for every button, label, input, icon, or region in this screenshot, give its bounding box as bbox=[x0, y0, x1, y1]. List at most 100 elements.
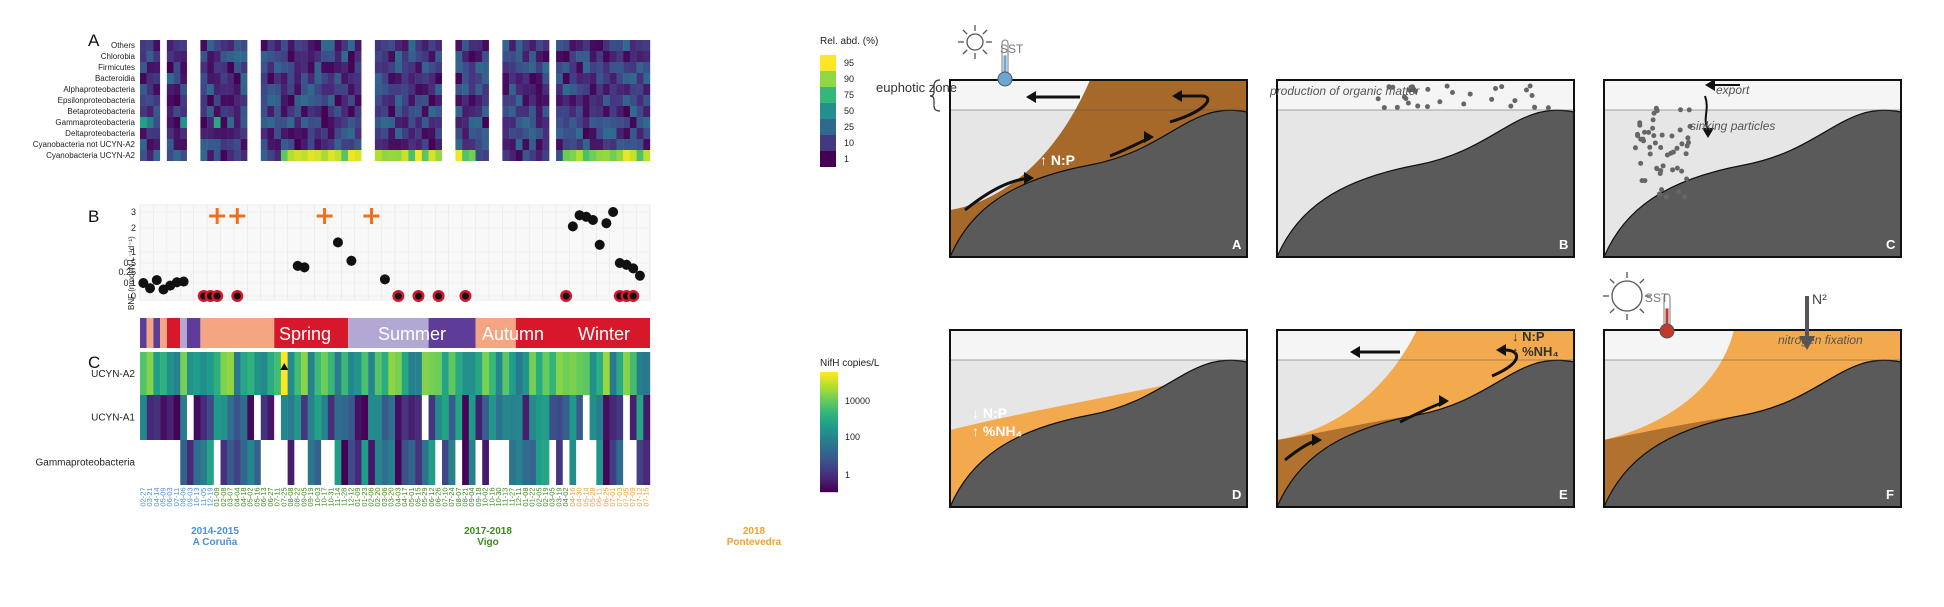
heatmap-a-cell bbox=[314, 150, 322, 161]
heatmap-a-cell bbox=[180, 40, 188, 51]
heatmap-c-cell bbox=[549, 395, 557, 440]
heatmap-a-cell bbox=[636, 40, 644, 51]
heatmap-a-cell bbox=[173, 117, 181, 128]
heatmap-a-cell bbox=[421, 150, 429, 161]
bnf-tick-label: 0 bbox=[131, 291, 136, 301]
heatmap-a-cell bbox=[395, 95, 402, 106]
heatmap-a-cell bbox=[368, 106, 376, 117]
heatmap-a-cell bbox=[381, 84, 389, 95]
heatmap-a-cell bbox=[441, 106, 449, 117]
heatmap-a-cell bbox=[233, 40, 241, 51]
heatmap-c-cell bbox=[274, 352, 282, 396]
heatmap-a-cell bbox=[348, 150, 355, 161]
heatmap-a-cell bbox=[240, 139, 248, 150]
organic-particle bbox=[1508, 103, 1514, 109]
heatmap-a-cell bbox=[556, 95, 563, 106]
legend-c-gradient-step bbox=[820, 484, 838, 487]
heatmap-a-cell bbox=[569, 40, 577, 51]
heatmap-c-cell bbox=[160, 395, 168, 440]
heatmap-a-cell bbox=[374, 84, 382, 95]
date-label: 02-19 bbox=[541, 487, 550, 506]
nh4-up-label-e: ↑ %NH₄ bbox=[1512, 344, 1559, 359]
heatmap-a-cell bbox=[267, 150, 275, 161]
heatmap-a-cell bbox=[213, 128, 221, 139]
diagram-panel-label: C bbox=[1886, 237, 1896, 252]
heatmap-a-cell bbox=[448, 40, 456, 51]
heatmap-a-cell bbox=[207, 95, 215, 106]
heatmap-a-cell bbox=[233, 117, 241, 128]
legend-c-gradient-step bbox=[820, 468, 838, 471]
heatmap-c-cell bbox=[475, 395, 483, 440]
date-label: 06-13 bbox=[259, 487, 268, 506]
nh4-up-label-d: ↑ %NH₄ bbox=[972, 423, 1022, 439]
heatmap-a-cell bbox=[556, 73, 563, 84]
heatmap-c-cell bbox=[368, 395, 376, 440]
heatmap-a-cell bbox=[247, 51, 255, 62]
heatmap-a-cell bbox=[274, 150, 282, 161]
heatmap-a-cell bbox=[408, 84, 416, 95]
heatmap-c-cell bbox=[462, 395, 470, 440]
panel-border bbox=[1603, 329, 1902, 508]
heatmap-c-cell bbox=[160, 440, 168, 485]
sun-ray bbox=[1639, 278, 1645, 284]
heatmap-c-cell bbox=[623, 440, 631, 485]
legend-a-tick: 50 bbox=[844, 106, 854, 116]
legend-c-gradient-step bbox=[820, 372, 838, 375]
heatmap-c-cell bbox=[522, 440, 530, 485]
heatmap-c-cell bbox=[468, 440, 476, 485]
arrow-sinking bbox=[1704, 95, 1709, 131]
heatmap-c-cell bbox=[482, 395, 490, 440]
heatmap-a-cell bbox=[314, 51, 322, 62]
heatmap-a-cell bbox=[636, 128, 644, 139]
heatmap-a-cell bbox=[193, 139, 201, 150]
heatmap-a-cell bbox=[495, 139, 503, 150]
heatmap-a-cell bbox=[166, 128, 174, 139]
season-segment bbox=[274, 318, 349, 348]
heatmap-a-cell bbox=[556, 117, 563, 128]
heatmap-a-cell bbox=[267, 40, 275, 51]
sinking-particle bbox=[1686, 107, 1692, 113]
heatmap-c-cell bbox=[260, 352, 268, 396]
heatmap-a-cell bbox=[589, 40, 597, 51]
heatmap-a-cell bbox=[582, 40, 590, 51]
heatmap-a-cell bbox=[240, 150, 248, 161]
heatmap-a-cell bbox=[415, 150, 423, 161]
heatmap-a-cell bbox=[502, 84, 510, 95]
heatmap-a-cell bbox=[415, 51, 423, 62]
heatmap-a-cell bbox=[488, 51, 496, 62]
heatmap-a-cell bbox=[274, 139, 282, 150]
heatmap-c-cell bbox=[348, 352, 355, 396]
date-label: 05-09 bbox=[158, 487, 167, 506]
heatmap-a-cell bbox=[260, 73, 268, 84]
date-label: 05-14 bbox=[581, 487, 590, 506]
heatmap-a-cell bbox=[227, 139, 235, 150]
heatmap-a-cell bbox=[348, 84, 355, 95]
heatmap-a-cell bbox=[294, 73, 302, 84]
heatmap-a-cell bbox=[562, 95, 570, 106]
heatmap-a-cell bbox=[287, 51, 295, 62]
arrow-head bbox=[1439, 395, 1449, 407]
heatmap-a-cell bbox=[556, 128, 563, 139]
heatmap-a-cell bbox=[408, 139, 416, 150]
heatmap-a-cell bbox=[515, 106, 523, 117]
organic-particle bbox=[1424, 104, 1430, 110]
heatmap-a-cell bbox=[146, 84, 154, 95]
heatmap-a-cell bbox=[354, 117, 362, 128]
heatmap-c-cell bbox=[435, 440, 443, 485]
heatmap-a-cell bbox=[307, 40, 315, 51]
heatmap-a-cell bbox=[341, 95, 349, 106]
heatmap-a-cell bbox=[180, 139, 188, 150]
heatmap-a-cell bbox=[408, 73, 416, 84]
heatmap-a-cell bbox=[589, 84, 597, 95]
sinking-particle bbox=[1674, 145, 1680, 151]
legend-c-gradient-step bbox=[820, 392, 838, 395]
heatmap-a-cell bbox=[535, 139, 543, 150]
heatmap-a-cell bbox=[556, 62, 563, 73]
heatmap-a-cell bbox=[488, 40, 496, 51]
heatmap-a-cell bbox=[475, 150, 483, 161]
heatmap-a-cell bbox=[415, 139, 423, 150]
heatmap-a-cell bbox=[140, 128, 147, 139]
panel-surface bbox=[1604, 80, 1901, 110]
legend-a-swatch bbox=[820, 135, 836, 151]
heatmap-a-cell bbox=[227, 117, 235, 128]
